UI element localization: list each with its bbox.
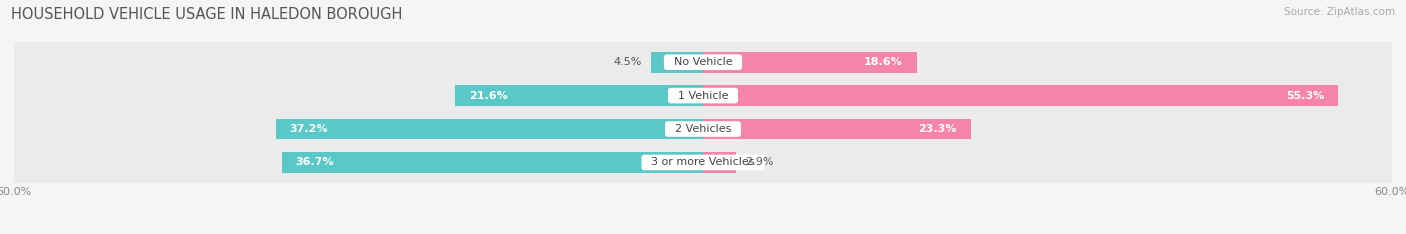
FancyBboxPatch shape — [3, 104, 1403, 154]
Bar — [276, 119, 703, 139]
Text: 37.2%: 37.2% — [290, 124, 328, 134]
Bar — [703, 52, 917, 73]
FancyBboxPatch shape — [3, 138, 1403, 187]
Bar — [703, 152, 737, 173]
Text: HOUSEHOLD VEHICLE USAGE IN HALEDON BOROUGH: HOUSEHOLD VEHICLE USAGE IN HALEDON BOROU… — [11, 7, 402, 22]
Text: 2 Vehicles: 2 Vehicles — [668, 124, 738, 134]
Bar — [703, 85, 1339, 106]
Bar — [651, 52, 703, 73]
Bar — [703, 119, 970, 139]
Text: 21.6%: 21.6% — [468, 91, 508, 101]
FancyBboxPatch shape — [3, 71, 1403, 121]
Bar — [281, 152, 703, 173]
Text: 23.3%: 23.3% — [918, 124, 956, 134]
Text: Source: ZipAtlas.com: Source: ZipAtlas.com — [1284, 7, 1395, 17]
Text: 55.3%: 55.3% — [1286, 91, 1324, 101]
Bar — [456, 85, 703, 106]
Text: 4.5%: 4.5% — [614, 57, 643, 67]
Text: 2.9%: 2.9% — [745, 157, 773, 168]
Text: 3 or more Vehicles: 3 or more Vehicles — [644, 157, 762, 168]
FancyBboxPatch shape — [3, 37, 1403, 87]
Text: 1 Vehicle: 1 Vehicle — [671, 91, 735, 101]
Text: No Vehicle: No Vehicle — [666, 57, 740, 67]
Text: 36.7%: 36.7% — [295, 157, 335, 168]
Text: 18.6%: 18.6% — [865, 57, 903, 67]
